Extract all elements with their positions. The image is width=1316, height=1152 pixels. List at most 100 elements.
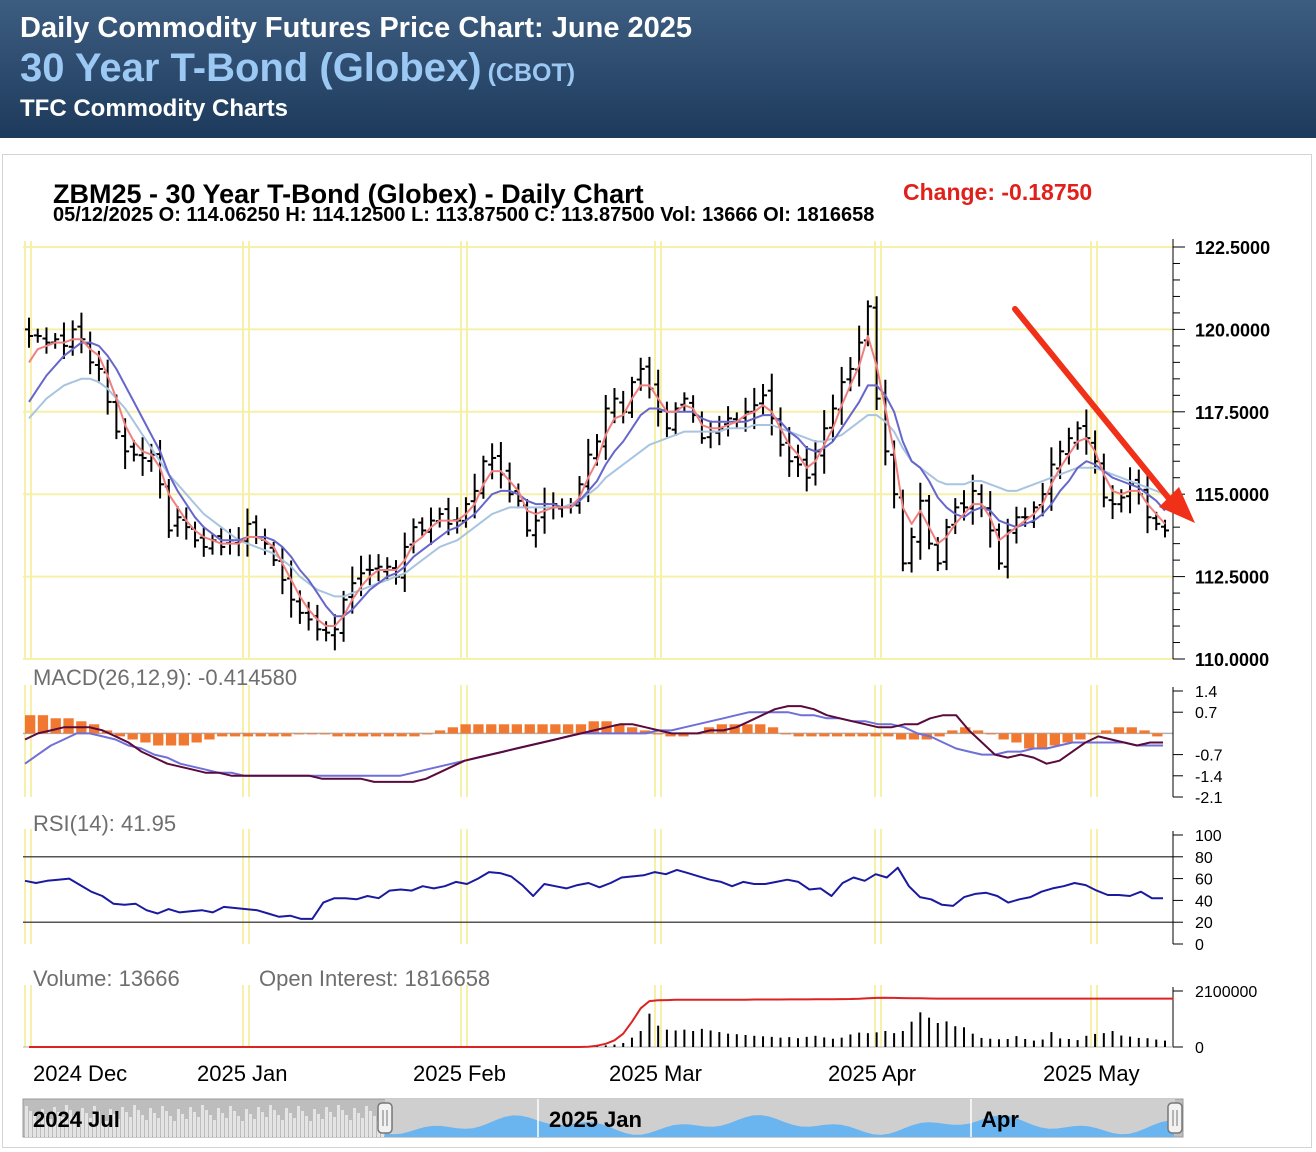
macd-histogram-bar (63, 718, 74, 734)
price-tick-label: 110.0000 (1195, 650, 1269, 670)
macd-histogram-bar (140, 733, 151, 743)
macd-histogram-bar (1152, 733, 1163, 737)
rsi-tick-label: 20 (1195, 915, 1213, 932)
navigator-history-bar (129, 1117, 132, 1137)
price-bar (112, 394, 121, 440)
price-bar (1012, 506, 1021, 544)
macd-histogram-bar (127, 733, 138, 740)
macd-histogram-bar (678, 733, 689, 737)
macd-histogram-bar (742, 724, 753, 734)
navigator-history-bar (45, 1114, 48, 1137)
price-bar (942, 518, 951, 571)
macd-signal-line (24, 711, 1163, 777)
macd-histogram-bar (755, 724, 766, 734)
navigator-history-bar (117, 1119, 120, 1137)
macd-histogram-bar (524, 724, 535, 734)
price-bar (470, 473, 479, 519)
macd-histogram-bar (665, 733, 676, 737)
macd-histogram-bar (883, 733, 894, 737)
navigator-history-bar (301, 1111, 304, 1137)
price-bar (330, 614, 339, 651)
macd-histogram-bar (575, 724, 587, 734)
macd-histogram-bar (422, 733, 433, 735)
navigator-history-bar (281, 1120, 284, 1137)
chart-title: ZBM25 - 30 Year T-Bond (Globex) - Daily … (53, 179, 644, 209)
macd-histogram-bar (832, 733, 843, 737)
navigator-history-bar (205, 1110, 208, 1137)
price-bar (488, 443, 497, 480)
macd-histogram-bar (25, 715, 36, 734)
navigator-history-bar (285, 1108, 288, 1137)
navigator-history-bar (241, 1121, 244, 1137)
rsi-tick-label: 80 (1195, 850, 1213, 867)
price-bar (610, 388, 619, 424)
price-bar (960, 490, 969, 521)
price-bar (42, 327, 51, 354)
price-bar (138, 437, 147, 476)
moving-average-mid (28, 341, 1166, 618)
trend-arrowhead (1159, 487, 1195, 523)
navigator-history-bar (169, 1116, 172, 1137)
price-bar (304, 601, 313, 631)
navigator-history-bar (193, 1112, 196, 1137)
navigator-history-bar (245, 1109, 248, 1137)
price-bar (217, 527, 226, 556)
macd-histogram-bar (306, 733, 318, 735)
navigator-handle-grip[interactable] (1167, 1102, 1183, 1134)
navigator-history-bar (73, 1115, 76, 1137)
price-tick-label: 115.0000 (1195, 485, 1269, 505)
x-tick-label: 2025 Feb (413, 1061, 506, 1086)
macd-tick-label: 1.4 (1195, 684, 1217, 701)
open-interest-label: Open Interest: 1816658 (259, 966, 490, 991)
navigator-history-bar (229, 1106, 232, 1137)
rsi-tick-label: 0 (1195, 937, 1204, 954)
macd-histogram-bar (409, 733, 420, 737)
price-bar (173, 506, 182, 537)
macd-histogram-bar (947, 730, 958, 734)
navigator-history-bar (261, 1112, 264, 1137)
macd-histogram-bar (511, 724, 522, 734)
macd-histogram-bar (319, 733, 330, 735)
macd-histogram-bar (960, 727, 971, 734)
panel-background (23, 691, 1173, 797)
navigator-left-handle[interactable] (377, 1102, 393, 1134)
price-bar (33, 328, 42, 343)
moving-average-fast (28, 335, 1166, 627)
navigator-history-bar (353, 1108, 356, 1137)
navigator-history-bar (161, 1106, 164, 1137)
macd-histogram-bar (242, 733, 254, 737)
macd-histogram-bar (819, 733, 830, 737)
navigator-history-bar (225, 1118, 228, 1137)
macd-histogram-bar (1036, 733, 1048, 749)
navigator-history-bar (133, 1105, 136, 1137)
page-title: Daily Commodity Futures Price Chart: Jun… (20, 12, 693, 44)
navigator-history-bar (277, 1115, 280, 1137)
price-bar (759, 384, 768, 415)
navigator-history-bar (357, 1113, 360, 1137)
navigator-history-bar (121, 1107, 124, 1137)
contract-name: 30 Year T-Bond (Globex) (20, 46, 482, 90)
navigator-history-bar (313, 1109, 316, 1137)
price-bar (916, 482, 925, 560)
price-change-label: Change: -0.18750 (903, 179, 1092, 205)
macd-histogram-bar (165, 733, 177, 746)
macd-histogram-bar (153, 733, 164, 746)
navigator-history-bar (81, 1108, 84, 1137)
macd-histogram-bar (588, 721, 599, 734)
macd-histogram-bar (998, 733, 1009, 740)
macd-histogram-bar (486, 724, 497, 734)
macd-histogram-bar (358, 733, 369, 737)
price-bar (374, 554, 383, 582)
x-tick-label: 2025 Jan (197, 1061, 288, 1086)
chart-canvas: 122.5000 120.0000 117.5000 115.0000 112.5000… (22, 179, 1270, 1138)
navigator-history-bar (153, 1113, 156, 1137)
navigator-history-bar (341, 1110, 344, 1137)
x-tick-label: 2024 Dec (33, 1061, 127, 1086)
macd-tick-label: 0.7 (1195, 705, 1217, 722)
price-bar (322, 621, 331, 642)
navigator-handle-grip[interactable] (377, 1102, 393, 1134)
macd-histogram-bar (639, 730, 651, 734)
navigator-history-bar (61, 1117, 64, 1137)
macd-histogram-bar (614, 724, 625, 734)
navigator-right-handle[interactable] (1167, 1102, 1183, 1134)
